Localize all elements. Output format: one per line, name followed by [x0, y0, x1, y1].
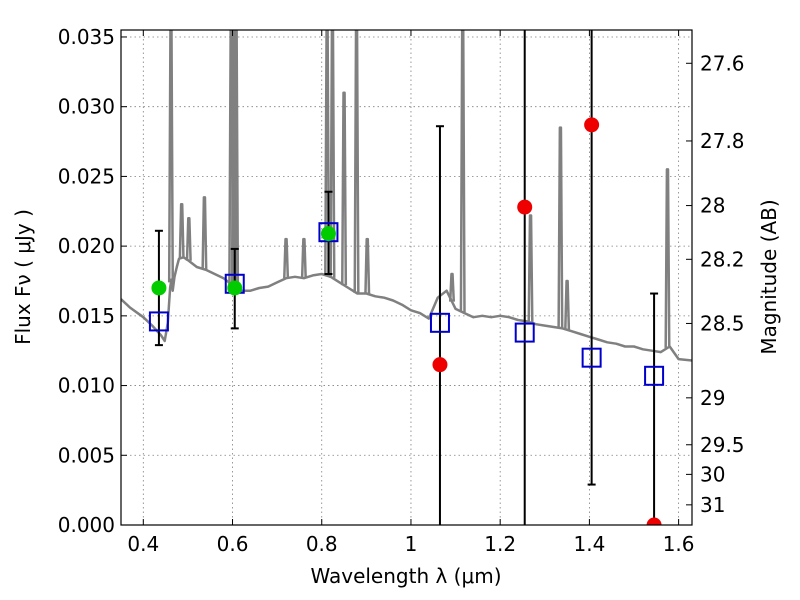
x-tick-label: 1.2	[484, 532, 516, 556]
emission-line	[324, 30, 331, 276]
emission-line	[664, 168, 671, 348]
right-tick-label: 29	[700, 386, 725, 410]
x-tick-label: 0.8	[306, 532, 338, 556]
y-tick-label: 0.000	[58, 513, 115, 537]
synthetic-photometry-point	[318, 222, 339, 243]
x-axis-title: Wavelength λ (μm)	[310, 564, 501, 588]
x-tick-label: 0.6	[217, 532, 249, 556]
emission-line	[233, 30, 240, 288]
emission-line	[557, 126, 564, 329]
plot-area	[121, 30, 692, 525]
emission-line	[201, 196, 208, 270]
emission-line	[300, 237, 307, 279]
y-tick-label: 0.035	[58, 25, 115, 49]
y-tick-label: 0.030	[58, 95, 115, 119]
y-tick-label: 0.020	[58, 234, 115, 258]
synthetic-photometry-point	[429, 312, 450, 333]
emission-line	[564, 279, 571, 330]
right-tick-label: 29.5	[700, 433, 745, 457]
right-tick-label: 28.5	[700, 311, 745, 335]
emission-line	[283, 237, 290, 279]
emission-line	[459, 30, 466, 313]
right-axis-title: Magnitude (AB)	[757, 199, 781, 354]
observed-point	[227, 280, 243, 296]
x-tick-label: 1	[405, 532, 418, 556]
x-tick-label: 1.4	[573, 532, 605, 556]
y-tick-label: 0.005	[58, 443, 115, 467]
grid	[121, 30, 692, 526]
x-tick-label: 0.4	[127, 532, 159, 556]
emission-line	[167, 30, 174, 283]
right-tick-label: 31	[700, 493, 725, 517]
synthetic-photometry-point	[148, 311, 169, 332]
right-tick-label: 27.8	[700, 129, 745, 153]
emission-line	[448, 272, 456, 302]
observed-point	[320, 226, 336, 242]
upper-limit-point	[517, 199, 533, 215]
synthetic-photometry-point	[514, 322, 535, 343]
emission-line	[185, 216, 192, 261]
plot-frame	[120, 29, 693, 526]
right-tick-label: 30	[700, 462, 725, 486]
x-tick-label: 1.6	[663, 532, 695, 556]
y-axis-title: Flux Fν ( μJy )	[11, 209, 35, 345]
emission-line	[341, 91, 348, 286]
right-tick-label: 28.2	[700, 247, 745, 271]
upper-limit-point	[646, 517, 662, 525]
right-tick-label: 28	[700, 194, 725, 218]
y-tick-label: 0.025	[58, 164, 115, 188]
emission-line	[353, 30, 360, 293]
observed-point	[151, 280, 167, 296]
upper-limit-point	[432, 357, 448, 373]
model-spectrum-line	[121, 256, 692, 362]
emission-line	[527, 214, 534, 323]
y-tick-label: 0.015	[58, 304, 115, 328]
upper-limit-point	[584, 117, 600, 133]
emission-line	[329, 30, 336, 278]
emission-line	[364, 237, 371, 294]
y-tick-label: 0.010	[58, 374, 115, 398]
synthetic-photometry-point	[644, 365, 665, 386]
right-tick-label: 27.6	[700, 51, 745, 75]
emission-line	[178, 203, 185, 258]
axes: 0.4 0.6 0.8 1 1.2 1.4 1.6 0.000 0.005 0.010 0.015 0…	[58, 25, 745, 556]
synthetic-photometry-point	[581, 347, 602, 368]
